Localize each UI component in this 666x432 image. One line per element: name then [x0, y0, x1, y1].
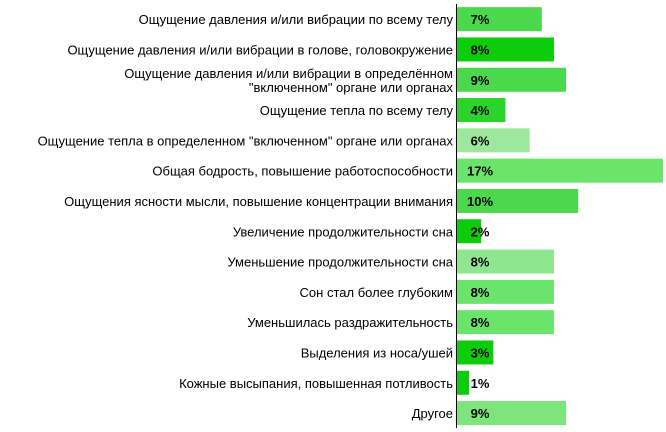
- category-label-line: Уменьшение продолжительности сна: [227, 255, 453, 270]
- category-label-line: Ощущение давления и/или вибрации по всем…: [139, 12, 454, 27]
- bar-2: [457, 37, 554, 62]
- category-label-10: Сон стал более глубоким: [300, 285, 454, 300]
- value-label-13: 1%: [471, 376, 490, 391]
- value-label-10: 8%: [471, 285, 490, 300]
- category-label-line: Другое: [412, 406, 453, 421]
- value-label-6: 17%: [467, 164, 493, 179]
- bar-6: [457, 158, 663, 183]
- category-label-line: Выделения из носа/ушей: [301, 345, 453, 360]
- category-labels-group: Ощущение давления и/или вибрации по всем…: [38, 12, 454, 421]
- category-label-14: Другое: [412, 406, 453, 421]
- category-label-3: Ощущение давления и/или вибрации в опред…: [124, 66, 453, 95]
- category-label-8: Увеличение продолжительности сна: [233, 224, 454, 239]
- category-label-5: Ощущение тепла в определенном "включенно…: [38, 133, 454, 148]
- category-label-line: Общая бодрость, повышение работоспособно…: [152, 164, 453, 179]
- category-label-9: Уменьшение продолжительности сна: [227, 255, 453, 270]
- value-label-7: 10%: [467, 194, 493, 209]
- bar-12: [457, 340, 494, 365]
- bars-group: [457, 7, 663, 426]
- value-label-9: 8%: [471, 255, 490, 270]
- category-label-line: Ощущение тепла в определенном "включенно…: [38, 133, 454, 148]
- value-label-5: 6%: [471, 133, 490, 148]
- category-label-line: Сон стал более глубоким: [300, 285, 454, 300]
- bar-1: [457, 7, 542, 32]
- bar-8: [457, 219, 482, 244]
- category-label-13: Кожные высыпания, повышенная потливость: [179, 376, 453, 391]
- value-label-2: 8%: [471, 42, 490, 57]
- category-label-line: Ощущение тепла по всему телу: [260, 103, 454, 118]
- bar-11: [457, 310, 554, 335]
- category-label-line: Ощущения ясности мысли, повышение концен…: [64, 194, 453, 209]
- bar-5: [457, 128, 530, 153]
- bar-10: [457, 279, 554, 304]
- value-label-3: 9%: [471, 73, 490, 88]
- category-label-12: Выделения из носа/ушей: [301, 345, 453, 360]
- value-label-11: 8%: [471, 315, 490, 330]
- value-label-8: 2%: [471, 224, 490, 239]
- bar-14: [457, 401, 567, 426]
- category-label-line: Ощущение давления и/или вибрации в опред…: [124, 66, 453, 81]
- value-label-12: 3%: [471, 345, 490, 360]
- category-label-line: Кожные высыпания, повышенная потливость: [179, 376, 453, 391]
- category-label-line: Ощущение давления и/или вибрации в голов…: [67, 42, 453, 57]
- category-label-6: Общая бодрость, повышение работоспособно…: [152, 164, 453, 179]
- category-label-line: Уменьшилась раздражительность: [247, 315, 453, 330]
- bar-13: [457, 370, 470, 395]
- category-label-line: "включенном" органе или органах: [249, 80, 454, 95]
- value-label-4: 4%: [471, 103, 490, 118]
- category-label-11: Уменьшилась раздражительность: [247, 315, 453, 330]
- category-label-7: Ощущения ясности мысли, повышение концен…: [64, 194, 453, 209]
- value-label-1: 7%: [471, 12, 490, 27]
- category-label-2: Ощущение давления и/или вибрации в голов…: [67, 42, 453, 57]
- category-label-line: Увеличение продолжительности сна: [233, 224, 454, 239]
- bar-7: [457, 188, 579, 213]
- bar-9: [457, 249, 554, 274]
- bar-4: [457, 98, 506, 123]
- value-labels-group: 7% 8% 9% 4% 6% 17% 10% 2% 8% 8% 8% 3% 1% 9%: [467, 12, 493, 421]
- bar-3: [457, 67, 567, 92]
- category-label-1: Ощущение давления и/или вибрации по всем…: [139, 12, 454, 27]
- value-label-14: 9%: [471, 406, 490, 421]
- category-label-4: Ощущение тепла по всему телу: [260, 103, 454, 118]
